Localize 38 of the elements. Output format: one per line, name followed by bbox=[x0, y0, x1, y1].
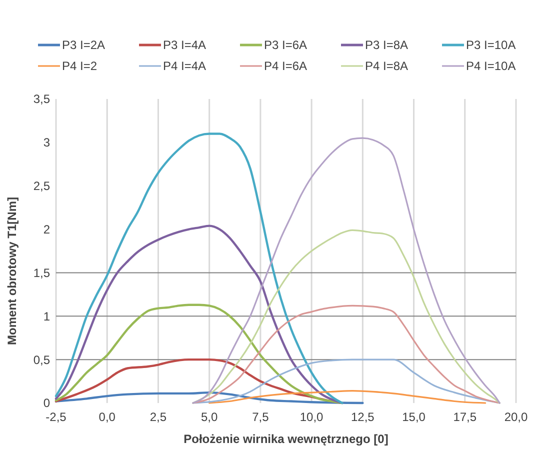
legend-label: P3 I=4A bbox=[163, 38, 206, 52]
legend-label: P3 I=8A bbox=[365, 38, 408, 52]
x-tick-label: 20,0 bbox=[504, 410, 528, 424]
line-series bbox=[192, 137, 500, 404]
y-axis-title: Moment obrotowy T1[Nm] bbox=[5, 197, 19, 345]
x-tick-label: 12,5 bbox=[350, 410, 375, 424]
x-tick-label: 0,0 bbox=[98, 410, 116, 424]
line-series bbox=[54, 391, 364, 404]
x-tick-label: 17,5 bbox=[453, 410, 477, 424]
y-tick-label: 0,5 bbox=[33, 352, 50, 367]
line-series bbox=[54, 304, 344, 404]
line-series bbox=[208, 390, 486, 404]
legend-label: P3 I=2A bbox=[62, 38, 106, 52]
line-series bbox=[192, 304, 500, 404]
x-tick-label: 10,0 bbox=[300, 410, 324, 424]
legend-label: P3 I=6A bbox=[264, 38, 308, 52]
legend-label: P4 I=10A bbox=[466, 59, 516, 74]
line-series bbox=[192, 229, 500, 404]
y-tick-label: 1,5 bbox=[33, 266, 50, 280]
y-tick-label: 2 bbox=[43, 222, 50, 236]
x-tick-label: 5,0 bbox=[200, 410, 218, 424]
legend-label: P4 I=6A bbox=[264, 59, 308, 74]
y-tick-label: 2,5 bbox=[33, 179, 50, 194]
x-tick-label: -2,5 bbox=[46, 410, 67, 424]
legend-label: P3 I=10A bbox=[466, 38, 516, 52]
x-tick-label: 7,5 bbox=[252, 410, 270, 424]
y-tick-label: 0 bbox=[43, 396, 50, 410]
line-series bbox=[54, 224, 344, 404]
legend-label: P4 I=4A bbox=[163, 59, 206, 74]
y-tick-label: 3 bbox=[43, 136, 50, 150]
x-tick-label: 2,5 bbox=[150, 410, 167, 424]
y-tick-label: 1 bbox=[43, 309, 50, 324]
legend-label: P4 I=8A bbox=[365, 59, 408, 74]
line-series bbox=[54, 132, 344, 404]
y-tick-label: 3,5 bbox=[33, 92, 50, 106]
x-tick-label: 15,0 bbox=[402, 410, 426, 424]
x-axis-title: Położenie wirnika wewnętrznego [0] bbox=[184, 432, 388, 446]
legend-label: P4 I=2 bbox=[62, 59, 98, 74]
